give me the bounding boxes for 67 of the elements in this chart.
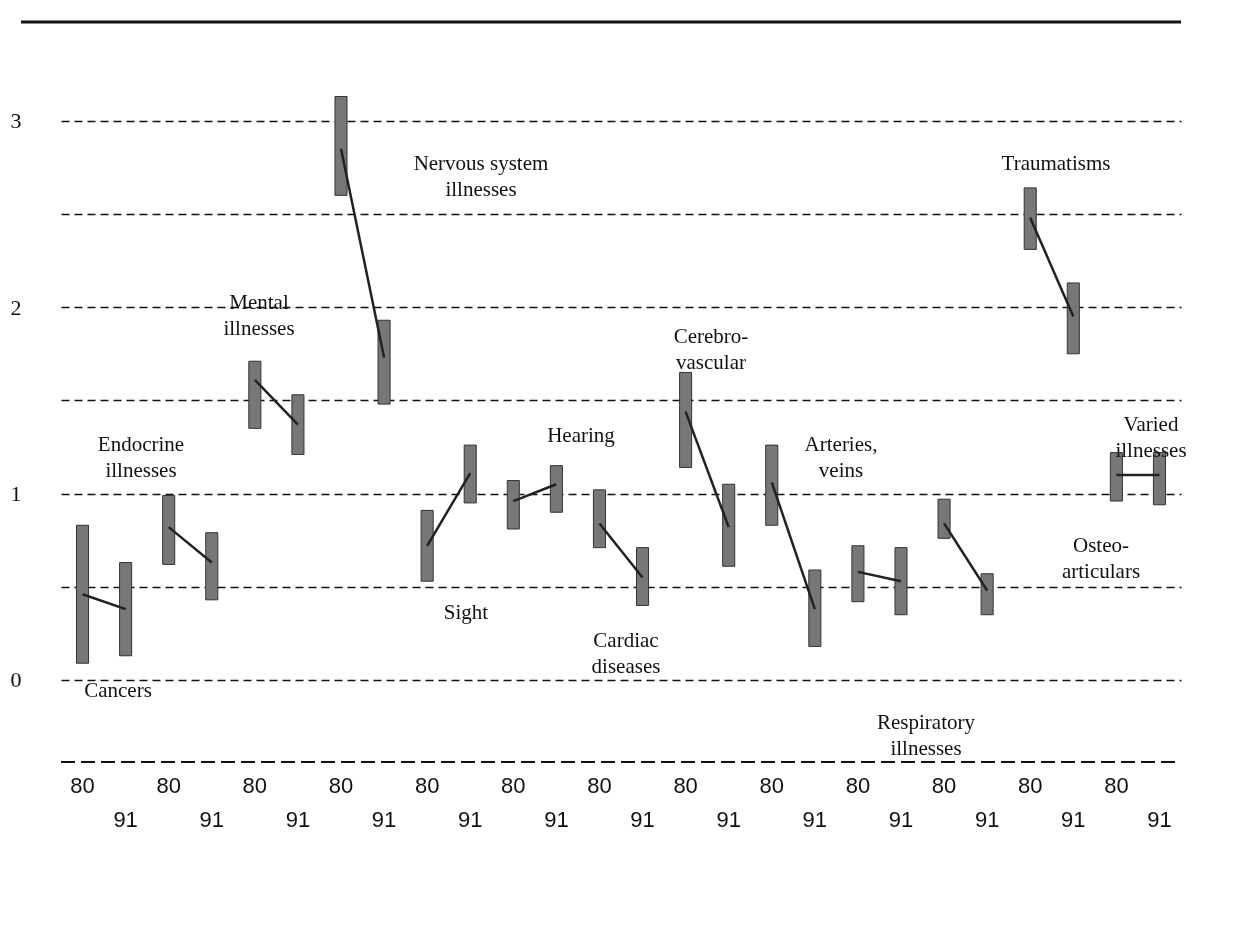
x-tick-label: 91: [113, 807, 138, 832]
bar: [463, 444, 477, 504]
bar: [765, 444, 779, 526]
y-tick-label: 3: [10, 108, 22, 134]
bar: [162, 494, 176, 565]
y-tick-label: 0: [10, 667, 22, 693]
annotation: Respiratory illnesses: [877, 709, 976, 760]
x-tick-label: 91: [716, 807, 741, 832]
x-tick-label: 80: [931, 773, 957, 798]
x-tick-label: 80: [1017, 773, 1043, 798]
x-tick-label: 80: [845, 773, 871, 798]
bar: [420, 509, 434, 582]
bar: [334, 96, 348, 196]
x-tick-label: 80: [673, 773, 698, 798]
x-tick-label: 80: [414, 773, 440, 798]
bar: [937, 498, 951, 539]
annotation: Arteries, veins: [804, 432, 878, 483]
bar: [980, 573, 994, 616]
x-tick-label: 80: [759, 773, 785, 798]
bar: [636, 547, 650, 606]
x-tick-label: 91: [285, 807, 311, 832]
bar: [248, 360, 262, 429]
bar: [808, 569, 822, 647]
x-tick-label: 91: [888, 807, 914, 832]
x-tick-label: 91: [457, 807, 483, 832]
x-tick-label: 80: [156, 773, 181, 798]
x-tick-label: 91: [199, 807, 225, 832]
x-tick-label: 80: [328, 773, 354, 798]
annotation: Cancers: [84, 678, 152, 703]
bar: [549, 465, 563, 513]
x-tick-label: 91: [802, 807, 828, 832]
x-tick-label: 80: [1104, 773, 1129, 798]
annotation: Osteo- articulars: [1061, 532, 1141, 583]
bar: [894, 547, 908, 616]
x-tick-label: 80: [242, 773, 268, 798]
bar: [592, 489, 606, 549]
x-tick-label: 91: [630, 807, 655, 832]
bar: [119, 562, 133, 657]
bar: [679, 371, 693, 468]
bar: [291, 394, 305, 455]
annotation: Traumatisms: [1001, 150, 1111, 175]
x-tick-label: 80: [501, 773, 526, 798]
x-tick-label: 80: [587, 773, 612, 798]
x-tick-label: 91: [974, 807, 1000, 832]
y-tick-label: 1: [10, 481, 22, 507]
annotation: Cardiac diseases: [591, 627, 661, 678]
y-tick-label: 2: [10, 294, 22, 320]
annotation: Hearing: [547, 422, 616, 447]
bar: [506, 480, 520, 530]
bar: [205, 532, 219, 601]
annotation: Endocrine illnesses: [97, 432, 185, 483]
annotation: Varied illnesses: [1115, 411, 1187, 462]
x-tick-label: 91: [1061, 807, 1086, 832]
bar: [1023, 187, 1037, 250]
bar: [377, 319, 391, 405]
annotation: Mental illnesses: [223, 290, 295, 341]
x-tick-label: 91: [1147, 807, 1172, 832]
annotation: Cerebro- vascular: [673, 324, 749, 375]
bar: [1066, 282, 1080, 355]
x-tick-label: 91: [371, 807, 397, 832]
bar: [76, 524, 90, 664]
annotation: Sight: [443, 599, 489, 624]
x-tick-label: 91: [544, 807, 569, 832]
bar: [722, 483, 736, 567]
x-tick-label: 80: [70, 773, 95, 798]
bar: [851, 545, 865, 603]
annotation: Nervous system illnesses: [413, 150, 549, 201]
